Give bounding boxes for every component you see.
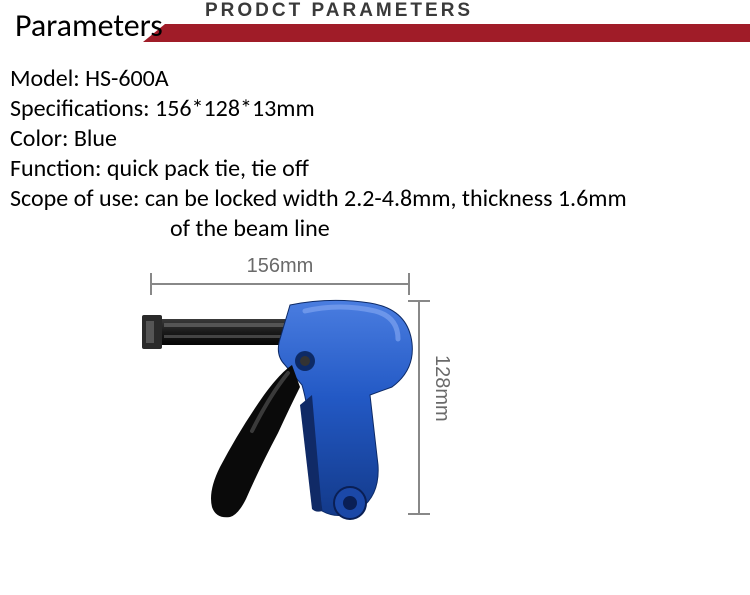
tool-barrel-slot	[164, 323, 284, 327]
tool-nose-slot	[146, 321, 154, 343]
spec-color: Color: Blue	[10, 124, 627, 154]
spec-function: Function: quick pack tie, tie off	[10, 154, 627, 184]
dimension-width-line	[150, 283, 410, 285]
banner-label: PRODCT PARAMETERS	[205, 0, 473, 22]
tool-body	[278, 300, 412, 515]
dimension-width-label: 156mm	[150, 255, 410, 278]
tool-pivot-inner	[300, 356, 310, 366]
dimension-height-label: 128mm	[430, 355, 453, 422]
spec-list: Model: HS-600A Specifications: 156*128*1…	[10, 64, 627, 244]
tool-barrel	[150, 319, 300, 345]
spec-scope: Scope of use: can be locked width 2.2-4.…	[10, 184, 627, 214]
spec-scope-cont: of the beam line	[170, 214, 627, 244]
product-diagram: 156mm 128mm	[120, 255, 540, 585]
tool-knob-center	[343, 496, 357, 510]
spec-value: 156*128*13mm	[155, 94, 315, 123]
red-banner	[165, 24, 750, 42]
spec-value: can be locked width 2.2-4.8mm, thickness…	[145, 184, 627, 213]
spec-value: of the beam line	[170, 214, 330, 243]
spec-specifications: Specifications: 156*128*13mm	[10, 94, 627, 124]
spec-value: Blue	[74, 124, 117, 153]
tool-trigger	[211, 365, 300, 517]
spec-label: Scope of use:	[10, 184, 139, 213]
page-title: Parameters	[15, 6, 163, 45]
spec-model: Model: HS-600A	[10, 64, 627, 94]
spec-value: quick pack tie, tie off	[107, 154, 309, 183]
header: PRODCT PARAMETERS Parameters	[0, 0, 750, 50]
tool-barrel-slot2	[164, 335, 284, 338]
spec-label: Specifications:	[10, 94, 150, 123]
spec-value: HS-600A	[85, 64, 169, 93]
spec-label: Function:	[10, 154, 101, 183]
spec-label: Model:	[10, 64, 80, 93]
tool-illustration	[140, 295, 420, 535]
spec-label: Color:	[10, 124, 68, 153]
